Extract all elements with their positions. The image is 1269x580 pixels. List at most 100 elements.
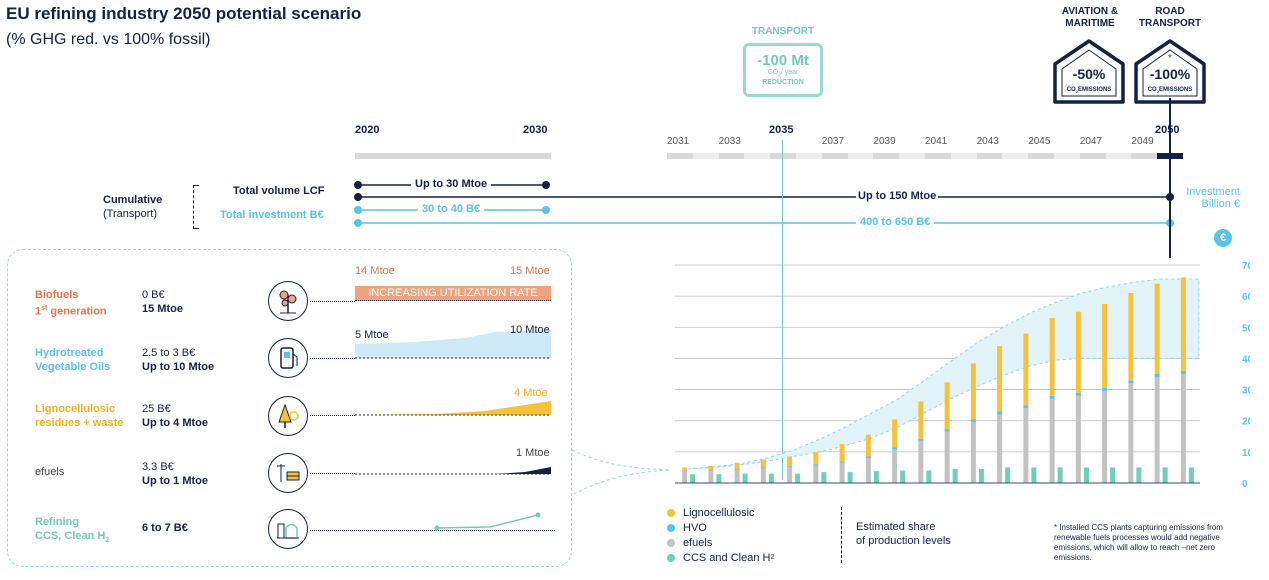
timeline-segment bbox=[770, 153, 796, 159]
investment-axis-label-2: Billion € bbox=[1201, 198, 1240, 210]
volume-2030: Up to 30 Mtoe bbox=[411, 178, 492, 190]
hvo-values: 2.5 to 3 B€ Up to 10 Mtoe bbox=[142, 347, 215, 373]
y-tick-label: 100 bbox=[1242, 448, 1250, 459]
bar-hvo bbox=[1154, 374, 1160, 378]
year-2030: 2030 bbox=[523, 124, 548, 136]
hvo-left-value: 5 Mtoe bbox=[355, 329, 389, 341]
bar-lignocellulosic bbox=[892, 419, 898, 448]
efuels-name: efuels bbox=[35, 466, 65, 478]
road-label-1: ROAD bbox=[1155, 6, 1185, 17]
legend-note-2: of production levels bbox=[856, 535, 951, 547]
lignocellulosic-right-value: 4 Mtoe bbox=[514, 387, 548, 399]
bar-efuels bbox=[997, 414, 1003, 483]
y-tick-label: 400 bbox=[1242, 354, 1250, 365]
investment-band bbox=[688, 278, 1200, 470]
bar-efuels bbox=[1049, 398, 1055, 483]
bar-hvo bbox=[682, 470, 688, 472]
cumulative-label: Cumulative bbox=[103, 194, 163, 206]
timeline-segment bbox=[692, 153, 719, 159]
legend-note-1: Estimated share bbox=[856, 521, 936, 533]
tick-2039: 2039 bbox=[873, 136, 896, 147]
investment-label: Total investment B€ bbox=[220, 209, 324, 221]
lignocellulosic-values: 25 B€ Up to 4 Mtoe bbox=[142, 403, 208, 429]
bar-lignocellulosic bbox=[760, 459, 766, 468]
transport-value: -100 Mt bbox=[757, 52, 809, 69]
investment-2050: 400 to 650 B€ bbox=[856, 216, 935, 228]
timeline-segment bbox=[847, 153, 874, 159]
timeline-segment bbox=[1028, 153, 1054, 159]
bar-ccs bbox=[1136, 467, 1142, 483]
road-emissions: CO2EMISSIONS bbox=[1147, 87, 1193, 95]
bar-lignocellulosic bbox=[1128, 293, 1134, 381]
fuel-pump-icon bbox=[268, 338, 308, 378]
timeline-segment bbox=[950, 153, 977, 159]
road-value: -100% bbox=[1149, 66, 1191, 82]
bar-efuels bbox=[892, 449, 898, 483]
bar-hvo bbox=[839, 461, 845, 463]
bar-lignocellulosic bbox=[1180, 277, 1186, 371]
refining-name: Refining CCS, Clean H2 bbox=[35, 516, 110, 545]
chart-legend: Lignocellulosic HVO efuels CCS and Clean… bbox=[667, 505, 774, 565]
y-tick-label: 0 bbox=[1242, 479, 1248, 490]
bar-efuels bbox=[839, 462, 845, 483]
bar-ccs bbox=[690, 474, 696, 483]
bar-ccs bbox=[900, 470, 906, 483]
bar-ccs bbox=[1057, 467, 1063, 483]
bar-ccs bbox=[795, 473, 801, 483]
bar-ccs bbox=[978, 468, 984, 483]
efuels-leader bbox=[310, 473, 355, 474]
bar-lignocellulosic bbox=[865, 434, 871, 457]
production-chart: 0 100 200 300 400 500 600 700 bbox=[675, 261, 1250, 490]
bar-hvo bbox=[1102, 388, 1108, 392]
cumulative-bracket bbox=[193, 185, 199, 229]
legend-item-efuels: efuels bbox=[667, 535, 774, 550]
timeline-segment bbox=[718, 153, 745, 159]
tick-2047: 2047 bbox=[1079, 136, 1103, 147]
road-label-2: TRANSPORT bbox=[1138, 18, 1202, 29]
timeline-segment bbox=[1105, 153, 1132, 159]
bar-lignocellulosic bbox=[839, 444, 845, 462]
timeline-segment bbox=[1131, 153, 1158, 159]
bar-hvo bbox=[970, 419, 976, 423]
biofuels-leader bbox=[310, 301, 355, 302]
bar-lignocellulosic bbox=[997, 345, 1003, 412]
timeline-segment bbox=[976, 153, 1003, 159]
bar-lignocellulosic bbox=[682, 467, 688, 471]
bar-efuels bbox=[1075, 395, 1081, 483]
aviation-hexagon-icon bbox=[1053, 39, 1125, 104]
volume-label: Total volume LCF bbox=[233, 185, 325, 197]
legend-bracket bbox=[836, 507, 842, 563]
bar-ccs bbox=[1188, 467, 1194, 483]
investment-2030: 30 to 40 B€ bbox=[418, 203, 485, 215]
tick-2031: 2031 bbox=[667, 136, 690, 147]
cumulative-sublabel: (Transport) bbox=[103, 208, 157, 220]
marker-2035-line bbox=[782, 140, 783, 480]
bar-lignocellulosic bbox=[708, 465, 714, 471]
bar-efuels bbox=[1102, 391, 1108, 483]
bar-hvo bbox=[892, 447, 898, 450]
y-tick-label: 200 bbox=[1242, 417, 1250, 428]
bar-efuels bbox=[813, 465, 819, 483]
hvo-area bbox=[355, 330, 551, 359]
biofuels-name: Biofuels 1st generation bbox=[35, 289, 107, 318]
bar-ccs bbox=[716, 474, 722, 483]
tick-2049: 2049 bbox=[1131, 136, 1154, 147]
bar-hvo bbox=[1023, 405, 1029, 409]
tree-icon bbox=[268, 396, 308, 436]
road-milestone: ROAD TRANSPORT bbox=[1130, 6, 1210, 30]
bar-hvo bbox=[918, 438, 924, 441]
bar-efuels bbox=[865, 458, 871, 483]
road-star: * bbox=[1168, 53, 1172, 64]
hvo-name: Hydrotreated Vegetable Oils bbox=[35, 347, 111, 373]
y-tick-label: 300 bbox=[1242, 386, 1250, 397]
aviation-milestone: AVIATION & MARITIME bbox=[1050, 6, 1130, 30]
timeline-segment bbox=[821, 153, 848, 159]
efuels-values: 3.3 B€ Up to 1 Mtoe bbox=[142, 461, 208, 487]
bar-ccs bbox=[926, 470, 932, 483]
bar-hvo bbox=[734, 468, 740, 470]
bar-ccs bbox=[1162, 467, 1168, 483]
bar-hvo bbox=[787, 465, 793, 467]
biofuels-right-value: 15 Mtoe bbox=[510, 265, 550, 277]
timeline-segment bbox=[1054, 153, 1080, 159]
bar-efuels bbox=[944, 431, 950, 483]
